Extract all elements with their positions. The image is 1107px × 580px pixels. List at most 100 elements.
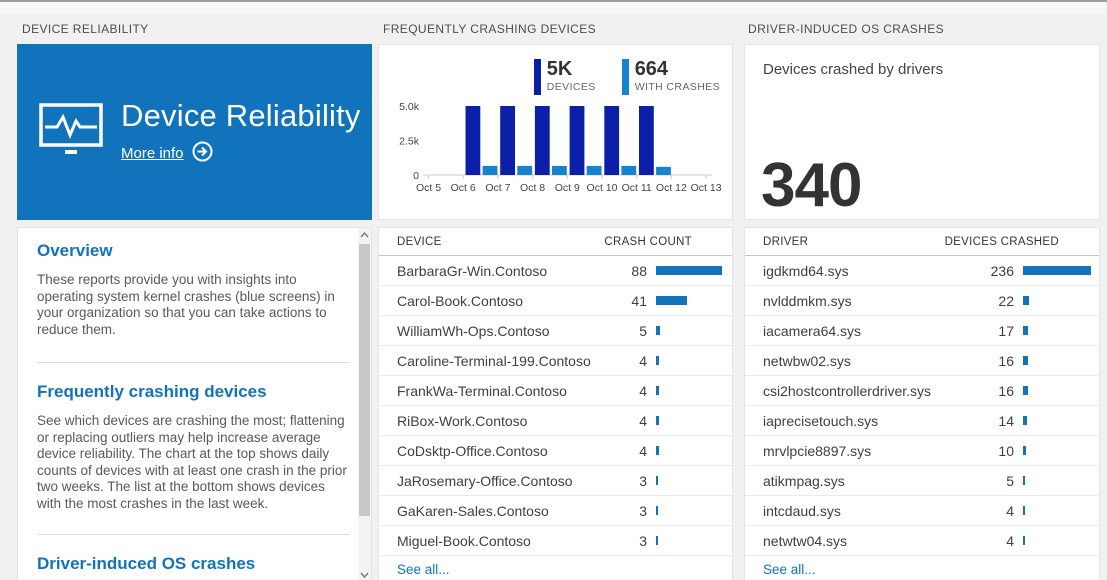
column-header-frequently-crashing: FREQUENTLY CRASHING DEVICES (383, 22, 597, 36)
row-value: 4 (1006, 532, 1014, 549)
row-name-cell: RiBox-Work.Contoso (397, 412, 528, 429)
table-row[interactable]: mrvlpcie8897.sys 10 (745, 436, 1099, 466)
section-heading: Overview (37, 241, 113, 260)
row-value-bar (1023, 446, 1026, 455)
row-name-cell: netwtw04.sys (763, 532, 848, 549)
table-row[interactable]: iaprecisetouch.sys 14 (745, 406, 1099, 436)
see-all-link-drivers[interactable]: See all... (763, 561, 816, 577)
table-row[interactable]: GaKaren-Sales.Contoso 3 (379, 496, 732, 526)
row-bar-track (1023, 266, 1091, 275)
table-row[interactable]: netwbw02.sys 16 (745, 346, 1099, 376)
overview-section: Driver-induced OS crashesSee which drive… (37, 534, 350, 580)
row-name-cell: intcdaud.sys (763, 502, 841, 519)
row-bar-track (656, 296, 724, 305)
device-reliability-tile[interactable]: Device Reliability More info (17, 44, 372, 220)
legend-label: WITH CRASHES (634, 81, 720, 93)
chart-bar-with-crashes (482, 165, 498, 175)
row-value: 236 (990, 262, 1014, 279)
table-row[interactable]: csi2hostcontrollerdriver.sys 16 (745, 376, 1099, 406)
legend-item-devices: 5K DEVICES (533, 58, 596, 95)
daily-crash-bar-chart[interactable]: 0 2.5k 5.0k Oct 5 Oct 6 Oct 7 Oct 8 Oct 9 Oct 10… (379, 93, 734, 199)
row-value-bar (656, 326, 660, 335)
see-all-row: See all... (379, 556, 732, 580)
row-value-bar (656, 536, 659, 545)
table-row[interactable]: JaRosemary-Office.Contoso 3 (379, 466, 732, 496)
table-header-row: DEVICE CRASH COUNT (379, 228, 732, 256)
scrollbar-down-icon[interactable] (358, 568, 371, 580)
x-tick-label: Oct 10 (587, 182, 618, 194)
row-value: 3 (639, 472, 647, 489)
table-row[interactable]: Caroline-Terminal-199.Contoso 4 (379, 346, 732, 376)
row-value: 16 (998, 352, 1014, 369)
row-value: 4 (639, 442, 647, 459)
chart-bar-devices (534, 106, 550, 175)
row-value-bar (656, 266, 722, 275)
x-tick-label: Oct 7 (485, 182, 510, 194)
table-header-row: DRIVER DEVICES CRASHED (745, 228, 1099, 256)
crashing-devices-table: DEVICE CRASH COUNT BarbaraGr-Win.Contoso… (378, 227, 733, 580)
table-row[interactable]: CoDsktp-Office.Contoso 4 (379, 436, 732, 466)
row-bar-track (656, 356, 724, 365)
table-row[interactable]: atikmpag.sys 5 (745, 466, 1099, 496)
column-header-device: DEVICE (397, 235, 442, 248)
chart-bar-with-crashes (621, 165, 637, 175)
table-row[interactable]: nvlddmkm.sys 22 (745, 286, 1099, 316)
table-row[interactable]: BarbaraGr-Win.Contoso 88 (379, 256, 732, 286)
table-row[interactable]: intcdaud.sys 4 (745, 496, 1099, 526)
table-row[interactable]: RiBox-Work.Contoso 4 (379, 406, 732, 436)
more-info-link[interactable]: More info (121, 145, 184, 162)
row-value-bar (656, 476, 659, 485)
column-header-driver: DRIVER (763, 235, 809, 248)
row-value: 4 (639, 382, 647, 399)
scrollbar-up-icon[interactable] (358, 228, 371, 242)
chart-legend: 5K DEVICES 664 WITH CRASHES (533, 58, 720, 95)
scrollbar-thumb[interactable] (359, 244, 370, 516)
row-value: 4 (639, 352, 647, 369)
arrow-circle-icon[interactable] (192, 141, 213, 167)
row-value-bar (1023, 476, 1025, 485)
summary-label: Devices crashed by drivers (763, 61, 944, 78)
row-value-bar (1023, 416, 1027, 425)
row-value: 4 (639, 412, 647, 429)
legend-value: 5K (546, 58, 573, 80)
legend-value: 664 (634, 58, 669, 80)
row-value: 5 (1006, 472, 1014, 489)
legend-chip-devices (533, 59, 541, 95)
table-row[interactable]: FrankWa-Terminal.Contoso 4 (379, 376, 732, 406)
row-bar-track (1023, 476, 1091, 485)
table-row[interactable]: iacamera64.sys 17 (745, 316, 1099, 346)
legend-chip-with-crashes (621, 59, 629, 95)
row-bar-track (1023, 296, 1091, 305)
row-name-cell: mrvlpcie8897.sys (763, 442, 872, 459)
table-row[interactable]: Miguel-Book.Contoso 3 (379, 526, 732, 556)
see-all-link-devices[interactable]: See all... (397, 561, 450, 577)
row-value: 88 (631, 262, 647, 279)
row-name-cell: FrankWa-Terminal.Contoso (397, 382, 567, 399)
y-tick-label: 0 (413, 170, 419, 182)
row-value-bar (656, 386, 659, 395)
table-row[interactable]: igdkmd64.sys 236 (745, 256, 1099, 286)
table-row[interactable]: netwtw04.sys 4 (745, 526, 1099, 556)
scrollbar[interactable] (358, 228, 371, 580)
section-body: These reports provide you with insights … (37, 272, 335, 337)
devices-crashed-summary-panel: Devices crashed by drivers 340 (744, 44, 1100, 220)
column-header-devices-crashed: DEVICES CRASHED (944, 235, 1059, 248)
row-value: 14 (998, 412, 1014, 429)
section-heading: Frequently crashing devices (37, 382, 267, 401)
row-name-cell: CoDsktp-Office.Contoso (397, 442, 548, 459)
row-name-cell: netwbw02.sys (763, 352, 851, 369)
row-name-cell: Miguel-Book.Contoso (397, 532, 531, 549)
x-tick-label: Oct 11 (622, 182, 652, 194)
row-value-bar (656, 446, 659, 455)
row-value-bar (1023, 386, 1028, 395)
chart-bar-with-crashes (552, 165, 567, 175)
row-bar-track (656, 326, 724, 335)
see-all-row: See all... (745, 556, 1099, 580)
table-row[interactable]: WilliamWh-Ops.Contoso 5 (379, 316, 732, 346)
row-name-cell: iaprecisetouch.sys (763, 412, 879, 429)
chart-bar-devices (500, 106, 515, 175)
chart-bar-devices (465, 106, 481, 175)
row-name-cell: iacamera64.sys (763, 322, 862, 339)
row-value: 4 (1006, 502, 1014, 519)
table-row[interactable]: Carol-Book.Contoso 41 (379, 286, 732, 316)
